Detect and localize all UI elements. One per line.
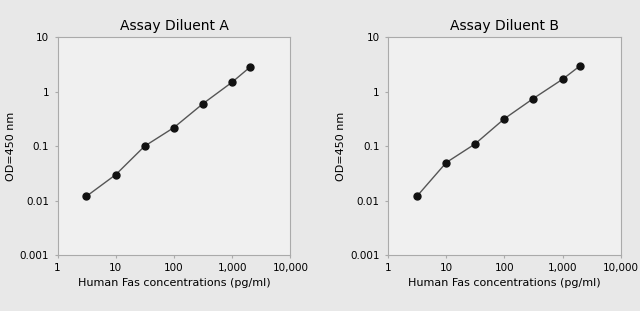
- Title: Assay Diluent B: Assay Diluent B: [450, 19, 559, 33]
- X-axis label: Human Fas concentrations (pg/ml): Human Fas concentrations (pg/ml): [408, 277, 601, 288]
- Y-axis label: OD=450 nm: OD=450 nm: [336, 112, 346, 181]
- Y-axis label: OD=450 nm: OD=450 nm: [6, 112, 15, 181]
- X-axis label: Human Fas concentrations (pg/ml): Human Fas concentrations (pg/ml): [77, 277, 270, 288]
- Title: Assay Diluent A: Assay Diluent A: [120, 19, 228, 33]
